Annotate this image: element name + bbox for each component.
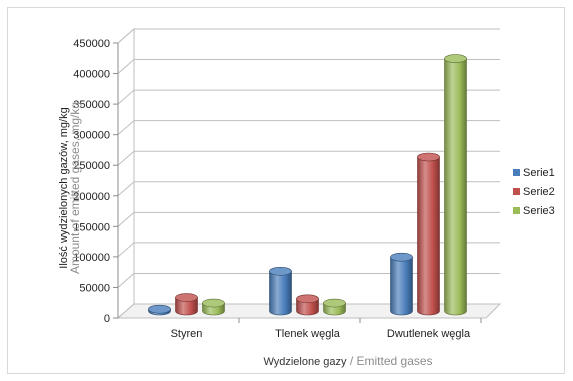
bar-serie3-3 [444, 54, 467, 316]
gridline [117, 242, 500, 258]
y-tick-label: 300000 [73, 130, 110, 142]
legend-swatch [513, 169, 520, 176]
chart-frame [7, 7, 565, 374]
x-axis-label-polish: Wydzielone gazy [263, 356, 347, 368]
y-tick-label: 150000 [73, 221, 110, 233]
y-tick-label: 250000 [73, 160, 110, 172]
y-tick-label: 100000 [73, 252, 110, 264]
legend-label: Serie1 [523, 167, 555, 179]
x-axis-label-english: Emitted gases [357, 354, 433, 368]
x-category-label: Styren [171, 328, 203, 340]
legend-swatch [513, 207, 520, 214]
gridline [117, 89, 500, 105]
bar-serie3-2 [323, 298, 346, 316]
gridline [117, 211, 500, 227]
side-wall [117, 27, 135, 320]
y-tick-label: 350000 [73, 99, 110, 111]
legend-item-serie2: Serie2 [513, 186, 555, 198]
bar-serie1-3 [390, 252, 413, 316]
gridline [117, 303, 500, 319]
gridline [117, 181, 500, 197]
gridline [117, 272, 500, 288]
y-tick-label: 400000 [73, 69, 110, 81]
bar-serie3-1 [202, 298, 225, 316]
legend-item-serie3: Serie3 [513, 205, 555, 217]
bar-serie2-3 [417, 152, 440, 316]
legend: Serie1 Serie2 Serie3 [513, 167, 555, 217]
y-tick-label: 0 [104, 313, 110, 325]
x-axis-label-separator: / [347, 354, 357, 368]
x-category-label: Tlenek węgla [275, 328, 341, 340]
bars [148, 54, 467, 316]
legend-label: Serie2 [523, 186, 555, 198]
bar-serie1-2 [269, 266, 292, 316]
legend-item-serie1: Serie1 [513, 167, 555, 179]
gridlines [113, 28, 500, 323]
x-axis-categories: Styren Tlenek węgla Dwutlenek węgla [171, 328, 471, 340]
chart-walls [116, 27, 502, 320]
x-axis-label: Wydzielone gazy / Emitted gases [263, 354, 432, 368]
bar-serie2-2 [296, 294, 319, 316]
y-tick-label: 200000 [73, 191, 110, 203]
y-axis-label: Ilość wydzielonych gazów, mg/kg [58, 107, 70, 268]
legend-swatch [513, 188, 520, 195]
legend-label: Serie3 [523, 205, 555, 217]
gridline [117, 150, 500, 166]
x-category-label: Dwutlenek węgla [387, 328, 471, 340]
bar-serie1-1 [148, 304, 171, 316]
y-axis-label-english: Amount of emitted gases, mg/kg [68, 102, 82, 274]
gridline [117, 120, 500, 136]
y-tick-label: 450000 [73, 38, 110, 50]
y-axis-ticks: 0 50000 100000 150000 200000 250000 300000 3500… [73, 38, 110, 325]
gridline [117, 59, 500, 74]
y-tick-label: 50000 [79, 282, 110, 294]
bar-serie2-1 [175, 293, 198, 316]
gridline [117, 28, 500, 44]
